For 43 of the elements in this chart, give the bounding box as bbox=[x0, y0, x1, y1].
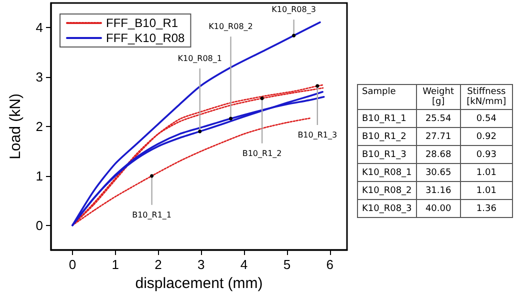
text: 0.54 bbox=[476, 114, 496, 124]
category-label: K10_R08_2 bbox=[362, 186, 412, 196]
text: 31.16 bbox=[425, 186, 452, 196]
x-tick-label: 2 bbox=[154, 257, 162, 272]
annotation: K10_R08_2 bbox=[208, 22, 253, 32]
y-tick-label: 3 bbox=[36, 70, 43, 85]
text: 28.68 bbox=[425, 150, 452, 160]
text: Sample bbox=[358, 84, 416, 110]
text: 30.65 bbox=[425, 168, 452, 178]
y-axis-title: Load (kN) bbox=[7, 94, 24, 160]
y-tick-label: 2 bbox=[36, 119, 43, 134]
legend-label: FFF_K10_R08 bbox=[106, 31, 186, 45]
text: 25.54 bbox=[425, 114, 452, 124]
x-tick-label: 6 bbox=[326, 257, 334, 272]
x-tick-label: 5 bbox=[283, 257, 291, 272]
x-tick-label: 1 bbox=[112, 257, 119, 272]
annotation: B10_R1_2 bbox=[242, 148, 282, 158]
text: 0.92 bbox=[476, 132, 496, 142]
y-tick-label: 1 bbox=[36, 168, 43, 184]
x-tick-label: 0 bbox=[68, 257, 76, 272]
category-label: Stiffness [kN/mm] bbox=[460, 84, 512, 110]
text: 27.71 bbox=[425, 132, 452, 142]
text: 0.93 bbox=[476, 150, 496, 160]
text: 1.01 bbox=[476, 168, 496, 178]
y-tick-label: 4 bbox=[36, 20, 43, 36]
annotation: K10_R08_1 bbox=[178, 54, 222, 63]
category-label: B10_R1_2 bbox=[362, 132, 406, 142]
category-label: K10_R08_1 bbox=[362, 168, 412, 178]
text: 40.00 bbox=[425, 204, 452, 214]
category-label: K10_R08_3 bbox=[362, 204, 412, 214]
category-label: B10_R1_1 bbox=[362, 114, 406, 124]
x-axis-title: displacement (mm) bbox=[135, 275, 263, 292]
category-label: Weight [g] bbox=[416, 84, 460, 110]
y-tick-label: 0 bbox=[36, 218, 43, 233]
annotation: B10_R1_3 bbox=[298, 130, 338, 140]
text: 1.36 bbox=[476, 204, 496, 214]
x-tick-label: 4 bbox=[240, 257, 248, 272]
x-tick-label: 3 bbox=[198, 257, 205, 272]
category-label: B10_R1_3 bbox=[362, 150, 406, 160]
annotation: B10_R1_1 bbox=[132, 210, 172, 220]
legend-label: FFF_B10_R1 bbox=[106, 16, 178, 30]
text: 1.01 bbox=[476, 186, 496, 196]
annotation: K10_R08_3 bbox=[272, 5, 316, 14]
